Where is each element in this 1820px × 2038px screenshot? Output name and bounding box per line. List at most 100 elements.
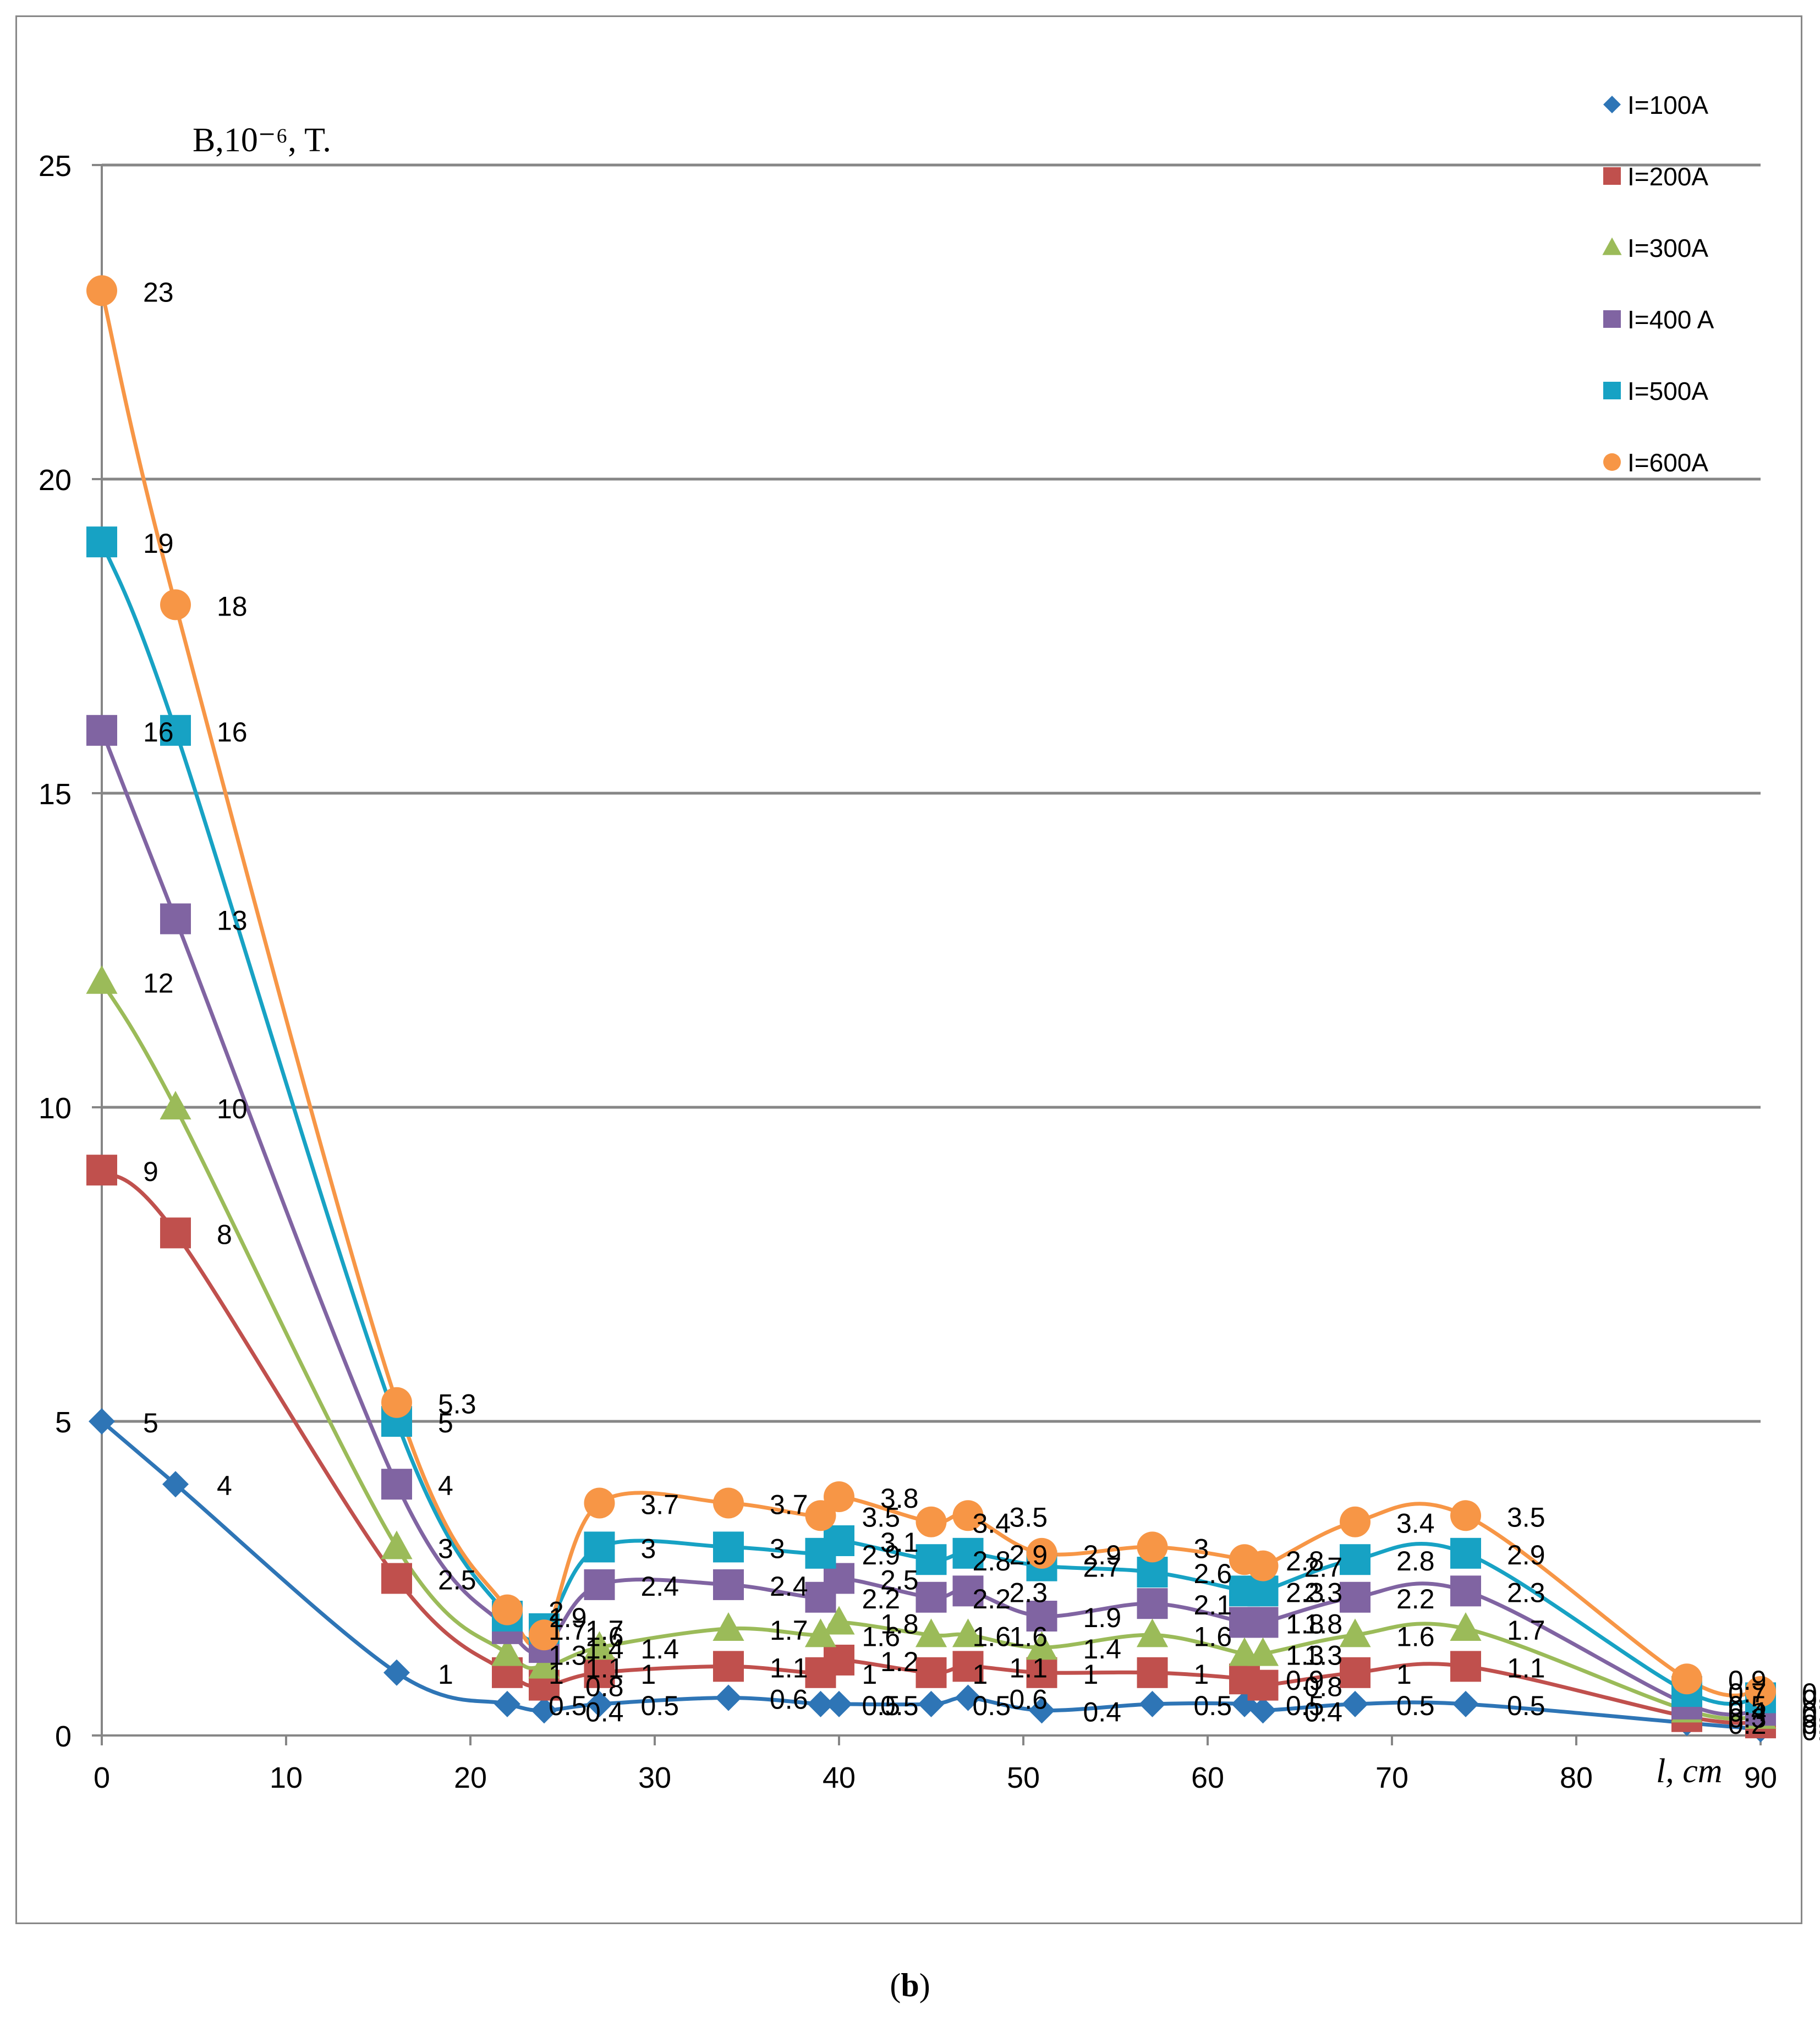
legend-marker xyxy=(1603,453,1621,471)
data-label: 0.7 xyxy=(1802,1678,1820,1709)
legend-label: I=200A xyxy=(1627,162,1708,191)
data-label: 3.5 xyxy=(862,1502,901,1532)
data-label: 0.4 xyxy=(1802,1696,1820,1727)
data-label: 2.4 xyxy=(641,1571,679,1602)
data-point xyxy=(916,1581,947,1613)
data-label: 1 xyxy=(862,1659,878,1690)
data-label: 2.8 xyxy=(1286,1546,1324,1576)
x-tick-label: 60 xyxy=(1191,1761,1224,1794)
data-point xyxy=(1026,1537,1057,1569)
data-label: 0.3 xyxy=(1728,1703,1767,1734)
data-label: 0.5 xyxy=(1507,1690,1545,1721)
data-point xyxy=(713,1487,744,1519)
data-point xyxy=(952,1500,984,1531)
data-label: 0.6 xyxy=(1802,1684,1820,1715)
data-label: 1.4 xyxy=(1083,1634,1122,1665)
legend-label: I=300A xyxy=(1627,234,1708,262)
data-point xyxy=(584,1569,615,1600)
curve-series-6 xyxy=(100,290,1761,1698)
data-label: 2.4 xyxy=(770,1571,808,1602)
data-label: 1.6 xyxy=(1010,1621,1048,1652)
data-label: 0.5 xyxy=(549,1690,587,1721)
data-label: 3.1 xyxy=(880,1527,919,1558)
legend-label: I=600A xyxy=(1627,448,1708,477)
data-label: 0.2 xyxy=(1802,1709,1820,1740)
data-point xyxy=(824,1644,854,1676)
legend-marker xyxy=(1603,96,1621,113)
figure-caption: (b) xyxy=(0,1966,1820,2004)
data-label: 2.6 xyxy=(1194,1558,1232,1589)
data-label: 0.5 xyxy=(1194,1690,1232,1721)
data-label: 1 xyxy=(549,1659,564,1690)
data-label: 1.1 xyxy=(585,1652,624,1683)
data-label: 1.8 xyxy=(1286,1608,1324,1639)
data-point xyxy=(86,526,117,558)
data-point xyxy=(383,1659,410,1686)
data-point xyxy=(952,1537,984,1569)
data-point xyxy=(1340,1506,1371,1537)
data-point xyxy=(807,1690,834,1717)
x-tick-label: 90 xyxy=(1744,1761,1777,1794)
data-label: 2.3 xyxy=(1304,1577,1343,1608)
data-label: 1.3 xyxy=(1304,1640,1343,1671)
y-tick-label: 15 xyxy=(39,778,72,811)
data-label: 1 xyxy=(438,1659,453,1690)
data-point xyxy=(1247,1550,1279,1581)
data-point xyxy=(584,1657,615,1688)
y-tick-label: 10 xyxy=(39,1092,72,1125)
data-point xyxy=(86,1155,117,1186)
data-label: 1 xyxy=(1396,1659,1412,1690)
data-label: 1.4 xyxy=(641,1634,679,1665)
data-label: 2.8 xyxy=(973,1546,1011,1576)
data-label: 0.5 xyxy=(1396,1690,1435,1721)
data-label: 3 xyxy=(438,1533,453,1564)
data-label: 1.6 xyxy=(1194,1621,1232,1652)
data-point xyxy=(160,715,191,746)
legend-marker xyxy=(1602,237,1622,255)
y-tick-label: 0 xyxy=(55,1720,72,1753)
data-point xyxy=(916,1544,947,1575)
data-point xyxy=(1026,1657,1057,1688)
data-label: 2.2 xyxy=(973,1584,1011,1614)
data-label: 3.5 xyxy=(1507,1502,1545,1532)
data-label: 18 xyxy=(217,591,248,622)
data-label: 0.8 xyxy=(1304,1672,1343,1702)
data-point xyxy=(918,1690,945,1717)
data-point xyxy=(381,1563,412,1594)
data-point xyxy=(823,1606,855,1635)
data-label: 1.8 xyxy=(880,1608,919,1639)
data-label: 0.5 xyxy=(973,1690,1011,1721)
data-label: 1 xyxy=(641,1659,656,1690)
data-point xyxy=(584,1487,615,1519)
legend-label: I=400 A xyxy=(1627,305,1714,334)
x-tick-label: 50 xyxy=(1007,1761,1040,1794)
data-label: 2.3 xyxy=(1286,1577,1324,1608)
y-axis-title: B,10⁻⁶, T. xyxy=(193,122,331,159)
data-point xyxy=(1671,1663,1702,1695)
data-label: 0.8 xyxy=(585,1672,624,1702)
data-point xyxy=(160,903,191,935)
x-tick-label: 0 xyxy=(94,1761,110,1794)
data-point xyxy=(1339,1618,1371,1647)
legend-label: I=100A xyxy=(1627,91,1708,119)
data-label: 2.3 xyxy=(1507,1577,1545,1608)
data-label: 5 xyxy=(438,1408,453,1438)
data-point xyxy=(1139,1690,1166,1717)
x-tick-label: 30 xyxy=(638,1761,671,1794)
data-point xyxy=(715,1684,742,1711)
data-label: 2.9 xyxy=(862,1540,901,1570)
data-point xyxy=(952,1618,984,1647)
data-label: 3 xyxy=(770,1533,785,1564)
data-label: 16 xyxy=(217,717,248,748)
data-point xyxy=(586,1690,613,1717)
data-point xyxy=(1247,1637,1279,1666)
data-label: 0.9 xyxy=(1728,1665,1767,1696)
data-point xyxy=(381,1530,413,1559)
data-point xyxy=(1745,1676,1776,1707)
y-tick-label: 5 xyxy=(55,1406,72,1439)
data-label: 2 xyxy=(549,1596,564,1627)
y-tick-label: 20 xyxy=(39,464,72,497)
data-point xyxy=(1340,1544,1371,1575)
